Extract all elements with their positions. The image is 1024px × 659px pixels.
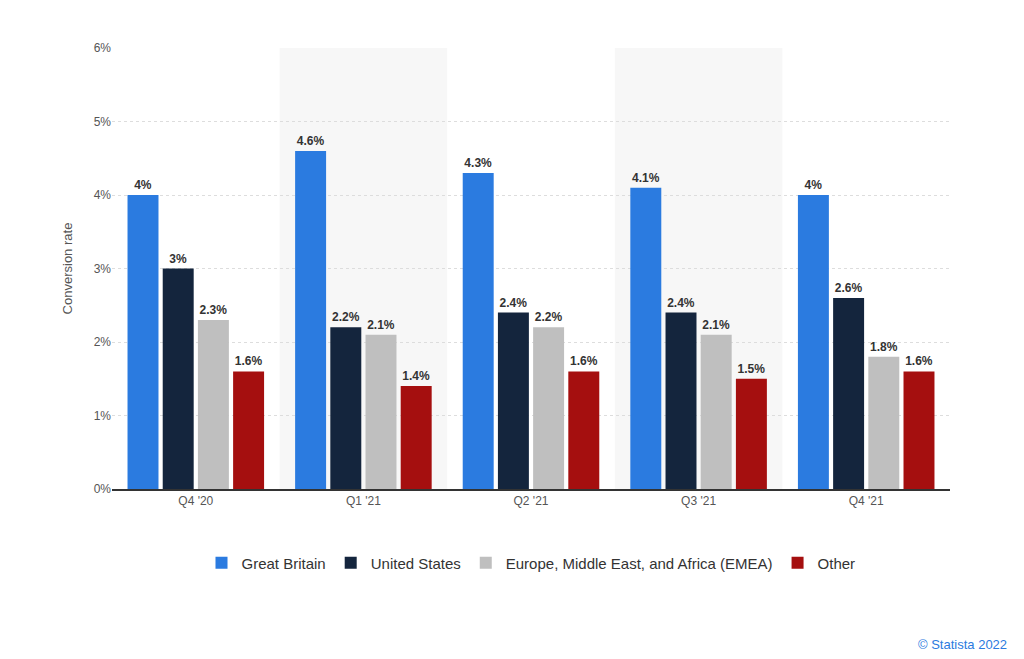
svg-text:1.5%: 1.5% [738,362,766,376]
svg-text:1.6%: 1.6% [235,354,263,368]
svg-text:2.3%: 2.3% [200,303,228,317]
svg-text:2.6%: 2.6% [835,281,863,295]
svg-text:4.6%: 4.6% [297,134,325,148]
svg-text:2.2%: 2.2% [332,310,360,324]
svg-text:Great Britain: Great Britain [242,555,326,572]
svg-text:0%: 0% [94,482,112,496]
svg-text:2.2%: 2.2% [535,310,563,324]
svg-text:3%: 3% [94,262,112,276]
svg-text:1.6%: 1.6% [905,354,933,368]
svg-text:Conversion rate: Conversion rate [60,223,75,315]
svg-text:2.1%: 2.1% [367,318,395,332]
svg-text:4%: 4% [805,178,823,192]
svg-text:4.3%: 4.3% [464,156,492,170]
svg-text:United States: United States [371,555,461,572]
svg-text:5%: 5% [94,115,112,129]
svg-text:Q2 '21: Q2 '21 [514,494,549,508]
svg-text:1.6%: 1.6% [570,354,598,368]
svg-text:Q1 '21: Q1 '21 [346,494,381,508]
svg-text:1.4%: 1.4% [402,369,430,383]
svg-text:Europe, Middle East, and Afric: Europe, Middle East, and Africa (EMEA) [506,555,773,572]
svg-text:3%: 3% [169,252,187,266]
svg-text:2%: 2% [94,335,112,349]
svg-text:4%: 4% [134,178,152,192]
svg-text:Q3 '21: Q3 '21 [681,494,716,508]
svg-text:4.1%: 4.1% [632,171,660,185]
svg-text:1%: 1% [94,409,112,423]
svg-text:Q4 '20: Q4 '20 [178,494,213,508]
svg-text:Other: Other [818,555,856,572]
svg-text:6%: 6% [94,41,112,55]
svg-text:© Statista 2022: © Statista 2022 [918,637,1007,652]
svg-text:2.4%: 2.4% [500,296,528,310]
svg-text:1.8%: 1.8% [870,340,898,354]
svg-text:2.4%: 2.4% [667,296,695,310]
svg-text:Q4 '21: Q4 '21 [849,494,884,508]
svg-text:2.1%: 2.1% [702,318,730,332]
svg-text:4%: 4% [94,188,112,202]
